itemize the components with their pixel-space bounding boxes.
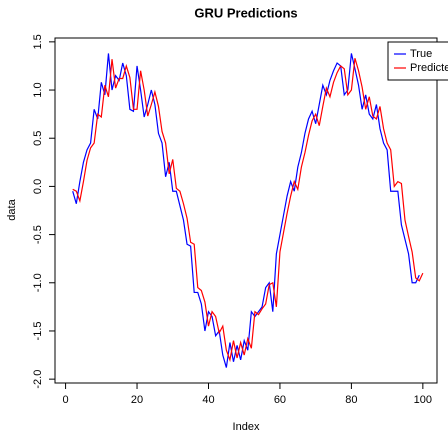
y-tick-label: 0.0 — [32, 179, 44, 194]
x-axis-label: Index — [233, 421, 260, 433]
legend-box — [387, 41, 448, 81]
x-tick-label: 20 — [131, 394, 143, 406]
series-line — [72, 53, 420, 368]
y-tick-label: 1.0 — [32, 82, 44, 97]
y-tick-label: 1.5 — [32, 34, 44, 49]
x-tick-label: 100 — [414, 394, 432, 406]
y-tick-label: -1.0 — [32, 273, 44, 292]
chart-title: GRU Predictions — [194, 5, 297, 20]
y-tick-label: -2.0 — [32, 370, 44, 389]
legend-label: True — [410, 48, 432, 60]
x-tick-label: 0 — [63, 394, 69, 406]
y-tick-label: 0.5 — [32, 131, 44, 146]
x-tick-label: 60 — [274, 394, 286, 406]
x-tick-label: 40 — [202, 394, 214, 406]
y-tick-label: -1.5 — [32, 321, 44, 340]
legend-label: Predicted — [410, 62, 448, 74]
x-tick-label: 80 — [345, 394, 357, 406]
y-axis-label: data — [6, 198, 18, 220]
y-tick-label: -0.5 — [32, 225, 44, 244]
plot-box — [54, 37, 438, 384]
series-line — [72, 58, 424, 363]
